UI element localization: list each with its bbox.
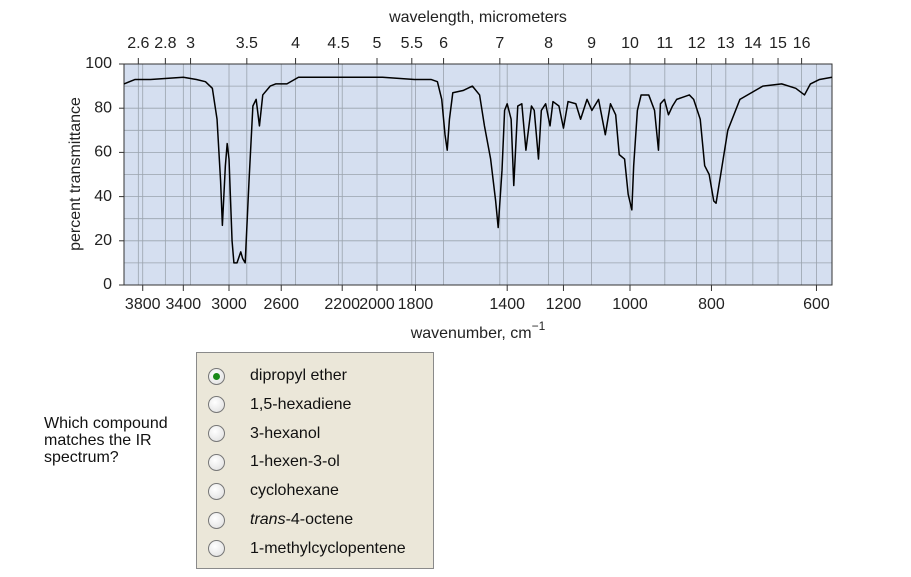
answer-option[interactable]: 1,5-hexadiene	[197, 391, 351, 419]
option-label[interactable]: 3-hexanol	[250, 424, 321, 442]
option-label[interactable]: 1,5-hexadiene	[250, 395, 352, 413]
x-tick-label: 2200	[324, 296, 360, 313]
y-tick-label: 100	[85, 55, 112, 72]
x-tick-label: 1800	[398, 296, 434, 313]
plot-frame	[123, 63, 833, 286]
x2-tick-label: 2.8	[154, 35, 176, 52]
x-tick-label: 3000	[211, 296, 247, 313]
x-axis-title-superscript: −1	[532, 319, 546, 333]
x-tick-label: 3400	[166, 296, 202, 313]
answer-option[interactable]: 3-hexanol	[197, 420, 320, 448]
x-tick-label: 600	[803, 296, 830, 313]
option-label[interactable]: trans-4-octene	[250, 511, 353, 529]
spectrum-line	[123, 76, 833, 264]
x-tick-label: 1000	[612, 296, 648, 313]
x2-tick-label: 3	[186, 35, 195, 52]
x2-tick-label: 4.5	[327, 35, 349, 52]
radio-button[interactable]	[208, 367, 225, 385]
chart: wavelength, micrometers wavenumber, cm−1…	[67, 9, 833, 342]
x2-tick-label: 14	[744, 35, 762, 52]
x2-axis-title: wavelength, micrometers	[388, 9, 567, 26]
x2-tick-label: 4	[291, 35, 300, 52]
x2-tick-label: 10	[621, 35, 639, 52]
answer-option[interactable]: 1-hexen-3-ol	[197, 448, 340, 476]
x2-tick-label: 11	[657, 35, 674, 52]
radio-button[interactable]	[208, 540, 225, 558]
y-tick-label: 60	[94, 144, 112, 161]
answer-option[interactable]: cyclohexane	[197, 477, 339, 505]
x2-tick-label: 12	[688, 35, 706, 52]
x2-tick-label: 8	[544, 35, 553, 52]
x2-tick-label: 15	[769, 35, 787, 52]
x2-tick-label: 9	[587, 35, 596, 52]
x-tick-label: 1200	[546, 296, 582, 313]
option-label[interactable]: 1-methylcyclopentene	[250, 539, 406, 557]
x-tick-label: 800	[698, 296, 725, 313]
option-label-italic: trans	[250, 511, 286, 528]
answer-panel: dipropyl ether 1,5-hexadiene 3-hexanol 1-he…	[196, 352, 434, 569]
y-tick-label: 80	[94, 99, 112, 116]
question: Which compound matches the IR spectrum?	[44, 415, 168, 466]
option-label[interactable]: cyclohexane	[250, 482, 339, 500]
y-tick-label: 0	[103, 276, 112, 293]
x-axis-title-text: wavenumber, cm	[410, 325, 532, 342]
x-tick-label: 2600	[263, 296, 299, 313]
radio-button[interactable]	[208, 425, 225, 443]
answer-option[interactable]: trans-4-octene	[197, 506, 353, 534]
x2-tick-label: 5	[373, 35, 382, 52]
y-axis-title: percent transmittance	[67, 97, 84, 251]
x-tick-label: 3800	[125, 296, 161, 313]
x2-tick-label: 16	[793, 35, 811, 52]
option-label-rest: -4-octene	[285, 511, 354, 528]
x2-tick-label: 7	[495, 35, 504, 52]
x2-tick-label: 6	[439, 35, 448, 52]
answer-option[interactable]: dipropyl ether	[197, 362, 347, 390]
radio-button[interactable]	[208, 511, 225, 529]
x-axis-title: wavenumber, cm−1	[410, 319, 546, 342]
answer-option[interactable]: 1-methylcyclopentene	[197, 535, 406, 563]
y-tick-label: 40	[94, 188, 112, 205]
y-tick-label: 20	[94, 232, 112, 249]
radio-button[interactable]	[208, 482, 225, 500]
x2-tick-label: 2.6	[127, 35, 149, 52]
x2-tick-label: 5.5	[401, 35, 423, 52]
radio-button[interactable]	[208, 453, 225, 471]
x2-tick-label: 3.5	[236, 35, 258, 52]
radio-button[interactable]	[208, 396, 225, 414]
option-label[interactable]: dipropyl ether	[250, 367, 347, 384]
x-tick-label: 2000	[359, 296, 395, 313]
option-label[interactable]: 1-hexen-3-ol	[250, 453, 340, 471]
x-tick-label: 1400	[489, 296, 525, 313]
x2-tick-label: 13	[717, 35, 735, 52]
